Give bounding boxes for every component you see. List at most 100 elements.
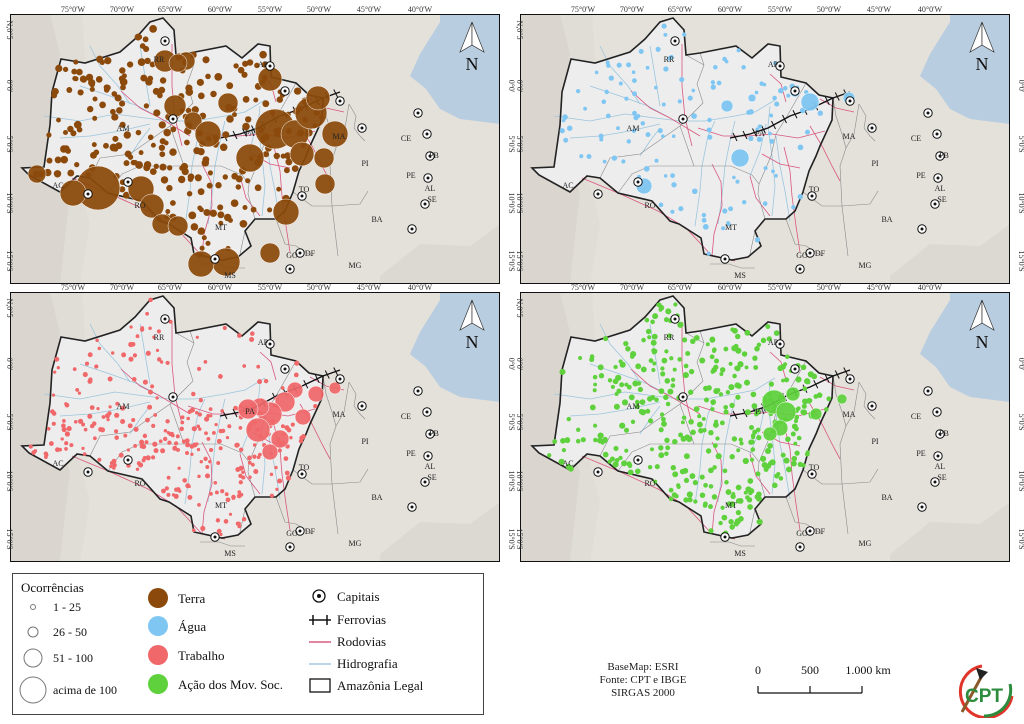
occurrence-dot [749,457,755,462]
occurrence-dot [241,470,245,475]
occurrence-dot [108,405,112,409]
occurrence-dot [163,436,168,442]
occurrence-dot [805,129,810,135]
occurrence-dot [145,417,150,423]
occurrence-dot [650,447,654,452]
occurrence-dot [158,86,166,94]
occurrence-dot [123,191,130,199]
occurrence-dot [131,417,136,423]
occurrence-dot [735,347,742,354]
capital-icon [670,36,680,46]
occurrence-dot [579,154,584,159]
occurrence-dot [187,484,191,489]
state-label-mt: MT [215,223,227,232]
occurrence-dot [121,352,127,358]
occurrence-dot [547,453,552,458]
occurrence-dot [688,419,694,425]
occurrence-dot [109,464,113,469]
occurrence-dot [765,324,771,330]
occurrence-dot [256,364,261,369]
state-label-df: DF [305,527,316,536]
occurrence-dot [723,346,729,352]
occurrence-dot [667,388,674,395]
occurrence-dot [128,356,134,362]
occurrence-dot [783,86,788,91]
occurrence-dot [633,115,639,121]
occurrence-dot [562,114,568,120]
state-label-ma: MA [843,410,856,419]
occurrence-dot [56,117,61,123]
occurrence-dot [608,75,614,81]
occurrence-dot [114,435,119,440]
occurrence-dot [769,459,776,466]
occurrence-dot [151,423,156,428]
occurrence-dot [712,421,719,428]
occurrence-large-symbol [328,381,342,395]
occurrence-dot [752,429,758,435]
occurrence-dot [249,337,255,342]
occurrence-dot [650,319,655,325]
occurrence-dot [276,96,284,103]
occurrence-dot [683,497,689,503]
occurrence-dot [748,439,754,445]
state-border-7 [845,103,860,149]
occurrence-dot [668,496,674,502]
occurrence-dot [293,372,299,378]
occurrence-dot [259,50,267,59]
occurrence-dot [781,378,785,383]
occurrence-dot [634,468,641,475]
occurrence-dot [214,73,223,81]
railway-tick [843,367,849,376]
capital-icon [210,254,220,264]
occurrence-dot [645,65,650,70]
occurrence-dot [756,136,763,142]
state-border-8 [348,381,366,420]
road-10 [769,73,787,103]
occurrence-large-symbol [294,408,312,426]
capital-icon [795,264,805,274]
occurrence-dot [708,484,714,489]
occurrence-dot [707,134,713,140]
occurrence-dot [206,182,213,189]
occurrence-dot [185,442,191,448]
occurrence-dot [94,364,99,369]
occurrence-dot [811,373,818,380]
occurrence-dot [202,56,210,64]
capital-icon [775,339,785,349]
occurrence-dot [134,33,142,41]
state-label-al: AL [425,184,436,193]
occurrence-dot [204,473,211,479]
occurrence-dot [145,311,149,316]
occurrence-dot [730,493,736,500]
occurrence-dot [738,437,743,442]
occurrence-dot [230,199,239,208]
capital-icon [407,502,417,512]
occurrence-dot [244,116,252,123]
legend-hydro-label: Hidrografia [337,656,398,671]
occurrence-dot [222,131,230,139]
occurrence-dot [658,445,664,451]
occurrence-dot [561,447,567,453]
capital-icon [423,451,433,461]
capital-icon [807,469,817,479]
state-label-ma: MA [333,132,346,141]
occurrence-dot [613,364,618,370]
occurrence-dot [197,474,201,479]
occurrence-dot [242,204,248,211]
occurrence-dot [236,333,242,338]
occurrence-dot [186,190,193,197]
occurrence-dot [697,414,702,419]
state-border-13 [200,541,245,547]
occurrence-dot [121,73,127,79]
occurrence-dot [284,152,292,160]
capital-icon [168,114,178,124]
occurrence-dot [705,342,710,347]
occurrence-dot [764,447,772,455]
occurrence-dot [142,36,149,43]
occurrence-dot [666,333,672,339]
occurrence-dot [139,443,145,449]
occurrence-dot [289,435,293,440]
capital-icon [335,96,345,106]
occurrence-dot [708,467,714,474]
occurrence-dot [138,150,144,156]
